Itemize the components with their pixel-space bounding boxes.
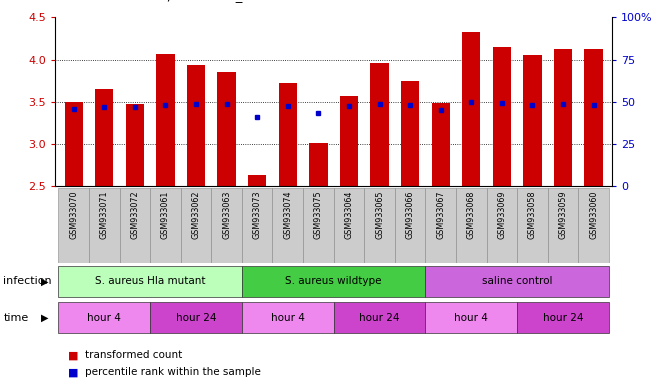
Bar: [585, 50, 603, 186]
Bar: [120, 188, 150, 263]
Text: GSM933067: GSM933067: [436, 190, 445, 239]
Bar: [401, 81, 419, 186]
Text: GSM933064: GSM933064: [344, 190, 353, 239]
Bar: [64, 102, 83, 186]
Bar: [493, 47, 511, 186]
Text: ■: ■: [68, 367, 79, 377]
Text: S. aureus wildtype: S. aureus wildtype: [285, 276, 382, 286]
Bar: [126, 104, 144, 186]
Bar: [333, 302, 425, 333]
Text: GSM933060: GSM933060: [589, 190, 598, 239]
Bar: [517, 188, 547, 263]
Text: GDS4582 / 1431195_at: GDS4582 / 1431195_at: [101, 0, 256, 2]
Text: GSM933074: GSM933074: [283, 190, 292, 239]
Bar: [150, 302, 242, 333]
Text: GSM933073: GSM933073: [253, 190, 262, 239]
Text: S. aureus Hla mutant: S. aureus Hla mutant: [95, 276, 206, 286]
Bar: [370, 63, 389, 186]
Bar: [303, 188, 333, 263]
Bar: [248, 175, 266, 186]
Text: GSM933066: GSM933066: [406, 190, 415, 239]
Text: hour 4: hour 4: [87, 313, 121, 323]
Bar: [364, 188, 395, 263]
Bar: [340, 96, 358, 186]
Bar: [309, 143, 327, 186]
Bar: [395, 188, 425, 263]
Text: time: time: [3, 313, 29, 323]
Text: GSM933063: GSM933063: [222, 190, 231, 239]
Bar: [425, 266, 609, 297]
Text: percentile rank within the sample: percentile rank within the sample: [85, 367, 260, 377]
Text: transformed count: transformed count: [85, 350, 182, 360]
Bar: [187, 65, 205, 186]
Bar: [95, 89, 113, 186]
Bar: [432, 103, 450, 186]
Text: GSM933059: GSM933059: [559, 190, 568, 239]
Bar: [59, 188, 89, 263]
Bar: [217, 72, 236, 186]
Text: GSM933070: GSM933070: [69, 190, 78, 239]
Bar: [212, 188, 242, 263]
Bar: [156, 55, 174, 186]
Bar: [59, 302, 150, 333]
Bar: [333, 188, 364, 263]
Text: hour 24: hour 24: [543, 313, 583, 323]
Bar: [242, 188, 273, 263]
Bar: [456, 188, 486, 263]
Text: GSM933068: GSM933068: [467, 190, 476, 239]
Bar: [554, 50, 572, 186]
Bar: [462, 33, 480, 186]
Bar: [578, 188, 609, 263]
Bar: [523, 55, 542, 186]
Text: ■: ■: [68, 350, 79, 360]
Bar: [279, 83, 297, 186]
Text: hour 4: hour 4: [271, 313, 305, 323]
Bar: [59, 266, 242, 297]
Text: ▶: ▶: [41, 276, 49, 286]
Text: GSM933072: GSM933072: [130, 190, 139, 239]
Bar: [547, 188, 578, 263]
Text: GSM933071: GSM933071: [100, 190, 109, 239]
Bar: [517, 302, 609, 333]
Text: GSM933069: GSM933069: [497, 190, 506, 239]
Bar: [273, 188, 303, 263]
Bar: [486, 188, 517, 263]
Bar: [425, 302, 517, 333]
Bar: [242, 266, 425, 297]
Text: saline control: saline control: [482, 276, 553, 286]
Text: GSM933061: GSM933061: [161, 190, 170, 239]
Text: hour 4: hour 4: [454, 313, 488, 323]
Text: GSM933062: GSM933062: [191, 190, 201, 239]
Text: hour 24: hour 24: [176, 313, 216, 323]
Text: GSM933065: GSM933065: [375, 190, 384, 239]
Bar: [242, 302, 333, 333]
Bar: [150, 188, 181, 263]
Text: GSM933075: GSM933075: [314, 190, 323, 239]
Text: infection: infection: [3, 276, 52, 286]
Text: hour 24: hour 24: [359, 313, 400, 323]
Text: GSM933058: GSM933058: [528, 190, 537, 239]
Bar: [89, 188, 120, 263]
Bar: [181, 188, 212, 263]
Bar: [425, 188, 456, 263]
Text: ▶: ▶: [41, 313, 49, 323]
